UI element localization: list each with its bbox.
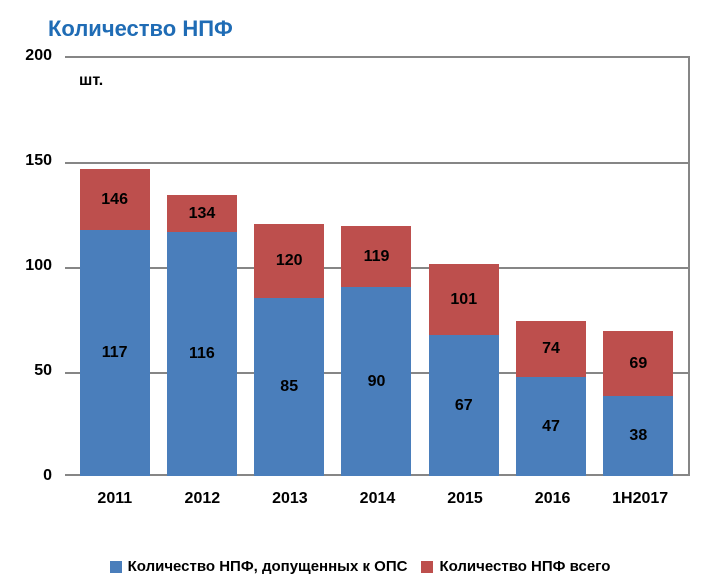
- bar-group: 69 38: [603, 331, 673, 476]
- bar-group: 134 116: [167, 195, 237, 476]
- bar-segment-ops: 90: [341, 287, 411, 476]
- bar-value-ops: 116: [167, 345, 237, 363]
- x-tick-label: 2016: [518, 490, 588, 508]
- legend-swatch: [421, 561, 433, 573]
- y-tick-label: 100: [25, 257, 52, 275]
- bar-value-ops: 90: [341, 373, 411, 391]
- bar-segment-ops: 116: [167, 232, 237, 476]
- chart-container: Количество НПФ 200 150 100 50 0 шт. 1461…: [0, 0, 720, 581]
- bar-group: 120 85: [254, 224, 324, 476]
- bar-segment-ops: 117: [80, 230, 150, 476]
- legend: Количество НПФ, допущенных к ОПС Количес…: [0, 558, 720, 575]
- legend-label: Количество НПФ, допущенных к ОПС: [128, 558, 408, 575]
- bar-segment-total: 134: [167, 195, 237, 233]
- bar-value-ops: 67: [429, 397, 499, 415]
- bar-segment-total: 119: [341, 226, 411, 287]
- bar-segment-ops: 47: [516, 377, 586, 476]
- x-tick-label: 2011: [80, 490, 150, 508]
- chart-title: Количество НПФ: [48, 16, 700, 42]
- bar-group: 119 90: [341, 226, 411, 476]
- x-tick-label: 2012: [167, 490, 237, 508]
- y-axis: 200 150 100 50 0: [20, 46, 60, 516]
- x-tick-label: 1Н2017: [605, 490, 675, 508]
- legend-item-ops: Количество НПФ, допущенных к ОПС: [110, 558, 408, 575]
- bar-segment-total: 146: [80, 169, 150, 230]
- y-tick-label: 50: [34, 362, 52, 380]
- bar-segment-total: 74: [516, 321, 586, 378]
- plot-region: шт. 14611713411612085119901016774476938: [65, 56, 690, 476]
- x-tick-label: 2014: [342, 490, 412, 508]
- legend-label: Количество НПФ всего: [439, 558, 610, 575]
- bar-segment-ops: 85: [254, 298, 324, 477]
- bar-segment-total: 120: [254, 224, 324, 298]
- bar-value-total: 69: [603, 355, 673, 373]
- bar-value-total: 74: [516, 340, 586, 358]
- bar-segment-total: 101: [429, 264, 499, 335]
- x-tick-label: 2015: [430, 490, 500, 508]
- y-tick-label: 200: [25, 47, 52, 65]
- bar-value-total: 101: [429, 291, 499, 309]
- bar-value-total: 134: [167, 205, 237, 223]
- bar-group: 74 47: [516, 321, 586, 476]
- bar-value-total: 120: [254, 252, 324, 270]
- y-tick-label: 0: [43, 467, 52, 485]
- chart-area: 200 150 100 50 0 шт. 1461171341161208511…: [20, 46, 700, 516]
- bar-value-ops: 38: [603, 427, 673, 445]
- bar-value-total: 119: [341, 248, 411, 266]
- bar-group: 101 67: [429, 264, 499, 476]
- bar-segment-ops: 67: [429, 335, 499, 476]
- legend-item-total: Количество НПФ всего: [421, 558, 610, 575]
- bar-value-ops: 117: [80, 344, 150, 362]
- legend-swatch: [110, 561, 122, 573]
- bar-segment-ops: 38: [603, 396, 673, 476]
- y-tick-label: 150: [25, 152, 52, 170]
- bar-group: 146 117: [80, 169, 150, 476]
- x-tick-label: 2013: [255, 490, 325, 508]
- bar-segment-total: 69: [603, 331, 673, 396]
- bar-value-ops: 47: [516, 418, 586, 436]
- bars-area: 146 117 134 116 120 85 119 90 101 67 74 47 69 38: [65, 58, 688, 476]
- bar-value-ops: 85: [254, 378, 324, 396]
- x-axis: 2011 2012 2013 2014 2015 2016 1Н2017: [65, 490, 690, 508]
- bar-value-total: 146: [80, 191, 150, 209]
